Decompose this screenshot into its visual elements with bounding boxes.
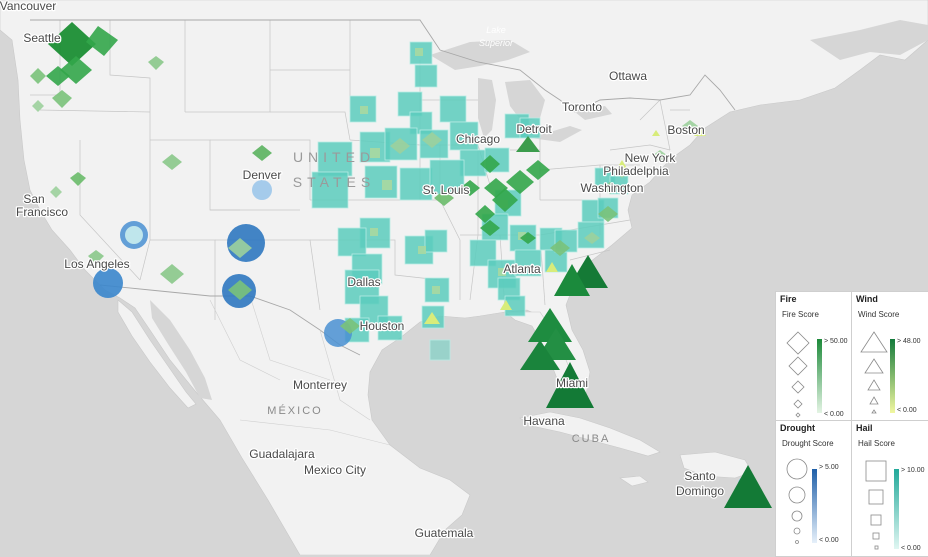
city-label: Miami — [556, 376, 588, 390]
fire-legend-symbols — [786, 331, 822, 418]
country-label: STATES — [293, 174, 375, 190]
legend-fire: Fire Fire Score > 50.00 < 0.00 — [775, 291, 853, 422]
city-label: Washington — [581, 181, 644, 195]
fire-markers — [30, 22, 698, 334]
wind-markers — [424, 126, 772, 508]
legend-fire-min: < 0.00 — [824, 411, 844, 418]
country-label: UNITED — [293, 149, 375, 165]
city-label: San — [23, 192, 44, 206]
drought-legend-symbols — [786, 458, 817, 544]
legend-hail-min: < 0.00 — [901, 545, 921, 552]
legend-wind: Wind Wind Score > 48.00 < 0.00 — [851, 291, 928, 422]
legend-drought-max: > 5.00 — [819, 464, 839, 471]
city-label: Chicago — [456, 132, 500, 146]
lake-erie — [530, 126, 582, 142]
hail-legend-symbols — [865, 460, 899, 550]
city-label: Vancouver — [0, 0, 56, 13]
lake-huron — [505, 80, 545, 122]
city-label: Havana — [523, 414, 565, 428]
city-label: Boston — [667, 123, 704, 137]
water-label: Superior — [479, 38, 514, 48]
city-label: Seattle — [23, 31, 61, 45]
land-baja — [117, 299, 197, 409]
city-label: Dallas — [347, 275, 380, 289]
legend-fire-subtitle: Fire Score — [782, 310, 819, 319]
wind-legend-symbols — [860, 331, 895, 414]
city-label: Los Angeles — [64, 257, 129, 271]
land-cuba — [519, 411, 661, 457]
city-label: Domingo — [676, 484, 724, 498]
city-label: Santo — [684, 469, 716, 483]
lake-ontario — [575, 106, 612, 120]
city-label: St. Louis — [423, 183, 470, 197]
gulf-st-lawrence — [810, 20, 928, 60]
city-label: Atlanta — [503, 262, 541, 276]
gulf-of-california — [150, 300, 212, 400]
legend-drought: Drought Drought Score > 5.00 < 0.00 — [775, 420, 853, 557]
city-label: Toronto — [562, 100, 602, 114]
legend-wind-subtitle: Wind Score — [858, 310, 900, 319]
legend-wind-title: Wind — [856, 294, 878, 304]
city-label: Denver — [243, 168, 282, 182]
legend-drought-title: Drought — [780, 423, 815, 433]
legend-hail-subtitle: Hail Score — [858, 439, 895, 448]
city-label: Ottawa — [609, 69, 647, 83]
country-label: MÉXICO — [267, 404, 322, 417]
legend-wind-min: < 0.00 — [897, 407, 917, 414]
legend-fire-title: Fire — [780, 294, 797, 304]
legend-hail-max: > 10.00 — [901, 467, 925, 474]
legend-drought-subtitle: Drought Score — [782, 439, 834, 448]
legend-hail: Hail Hail Score > 10.00 < 0.00 — [851, 420, 928, 557]
lake-superior — [430, 40, 530, 70]
mexico-boundaries — [209, 295, 391, 446]
city-label: Guadalajara — [249, 447, 315, 461]
city-label: New York — [625, 151, 677, 165]
city-label: Mexico City — [304, 463, 366, 477]
legend-fire-max: > 50.00 — [824, 338, 848, 345]
legend-drought-min: < 0.00 — [819, 537, 839, 544]
land-jamaica — [619, 475, 649, 487]
city-label: Philadelphia — [603, 164, 669, 178]
water-label: Lake — [486, 25, 506, 35]
legend-wind-max: > 48.00 — [897, 338, 921, 345]
city-label: Monterrey — [293, 378, 347, 392]
legend-hail-title: Hail — [856, 423, 873, 433]
city-label: Francisco — [16, 205, 68, 219]
city-label: Detroit — [516, 122, 552, 136]
city-label: Guatemala — [415, 526, 474, 540]
country-label: CUBA — [572, 433, 611, 445]
lake-michigan — [478, 78, 496, 138]
city-label: Houston — [360, 319, 405, 333]
